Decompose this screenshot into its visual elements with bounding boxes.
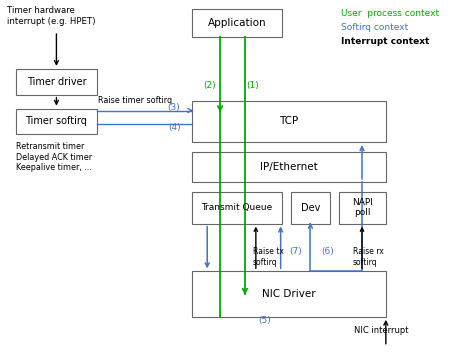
Bar bbox=[16, 109, 97, 134]
Text: (4): (4) bbox=[168, 123, 181, 132]
Text: Transmit Queue: Transmit Queue bbox=[201, 203, 273, 212]
Bar bbox=[339, 192, 386, 223]
Text: Timer softirq: Timer softirq bbox=[26, 116, 87, 126]
Bar bbox=[16, 69, 97, 95]
Text: Raise tx
softirq: Raise tx softirq bbox=[253, 247, 284, 267]
Text: Timer hardware
interrupt (e.g. HPET): Timer hardware interrupt (e.g. HPET) bbox=[7, 6, 95, 26]
Bar bbox=[192, 152, 386, 182]
Text: Application: Application bbox=[208, 18, 266, 28]
Bar bbox=[192, 192, 282, 223]
Text: (7): (7) bbox=[290, 247, 302, 256]
Bar bbox=[192, 9, 282, 37]
Text: IP/Ethernet: IP/Ethernet bbox=[260, 162, 318, 172]
Bar bbox=[291, 192, 330, 223]
Text: (5): (5) bbox=[258, 316, 271, 325]
Text: Interrupt context: Interrupt context bbox=[341, 37, 429, 46]
Text: NIC Driver: NIC Driver bbox=[262, 289, 316, 299]
Text: NIC interrupt: NIC interrupt bbox=[354, 326, 409, 335]
Text: Dev: Dev bbox=[301, 203, 320, 213]
Bar bbox=[192, 101, 386, 142]
Text: (2): (2) bbox=[203, 81, 216, 90]
Text: (1): (1) bbox=[246, 81, 259, 90]
Text: (3): (3) bbox=[168, 103, 181, 112]
Text: (6): (6) bbox=[321, 247, 334, 256]
Text: TCP: TCP bbox=[280, 116, 299, 126]
Bar bbox=[192, 271, 386, 317]
Text: Timer driver: Timer driver bbox=[27, 77, 86, 87]
Text: Softirq context: Softirq context bbox=[341, 23, 409, 32]
Text: Retransmit timer
Delayed ACK timer
Keepalive timer, ...: Retransmit timer Delayed ACK timer Keepa… bbox=[16, 142, 92, 172]
Text: Raise timer softirq: Raise timer softirq bbox=[98, 96, 172, 105]
Text: NAPI
poll: NAPI poll bbox=[352, 198, 373, 217]
Text: User  process context: User process context bbox=[341, 9, 439, 18]
Text: Raise rx
softirq: Raise rx softirq bbox=[353, 247, 384, 267]
